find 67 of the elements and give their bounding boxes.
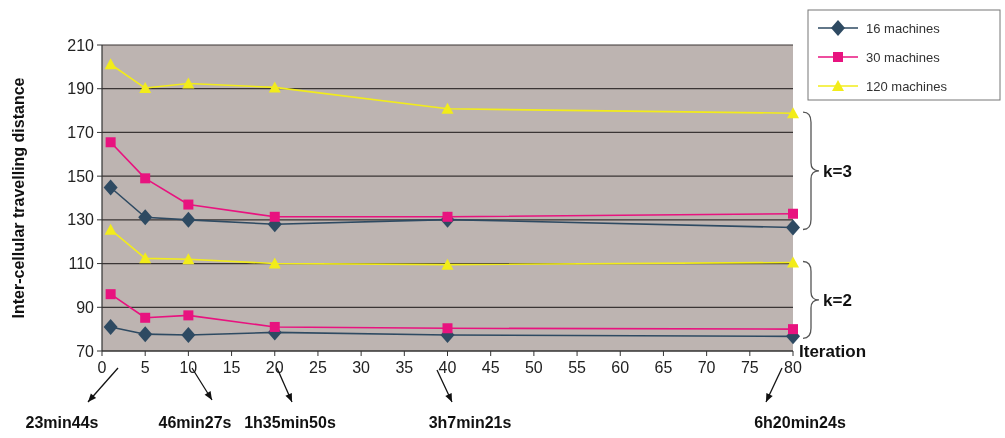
x-tick-label: 80 [784, 359, 802, 376]
point [788, 324, 798, 335]
point [139, 82, 152, 94]
text: 1h35min50s [244, 414, 336, 431]
x-tick-label: 35 [395, 359, 414, 376]
x-tick-label: 70 [697, 359, 716, 376]
point [105, 137, 116, 148]
y-tick-label: 130 [67, 211, 95, 229]
point [183, 199, 194, 210]
legend-label: 16 machines [866, 20, 941, 36]
point [788, 208, 798, 219]
x-axis-title: Iteration [799, 342, 867, 361]
point [268, 257, 281, 269]
point [103, 179, 118, 196]
x-tick-label: 75 [740, 359, 759, 376]
point [103, 318, 118, 335]
legend-label: 30 machines [866, 49, 941, 65]
x-tick-label: 0 [97, 359, 107, 376]
text: 46min27s [158, 414, 232, 431]
point [181, 211, 196, 228]
point [269, 211, 280, 222]
point [182, 77, 195, 89]
x-tick-label: 65 [654, 359, 673, 376]
point [442, 323, 453, 334]
x-tick-label: 40 [438, 359, 457, 376]
x-tick-label: 60 [611, 359, 630, 376]
text: k=3 [823, 161, 852, 181]
y-tick-label: 190 [67, 80, 95, 98]
point [181, 327, 196, 344]
y-tick-label: 170 [67, 124, 95, 142]
y-tick-label: 90 [76, 298, 95, 316]
x-tick-label: 55 [568, 359, 587, 376]
x-tick-label: 10 [179, 359, 198, 376]
x-tick-label: 25 [309, 359, 327, 376]
point [104, 58, 117, 70]
point [139, 252, 152, 264]
legend-label: 120 machines [866, 78, 948, 94]
point [441, 102, 454, 114]
point [182, 253, 195, 265]
point [441, 258, 454, 270]
text: 6h20min24s [754, 414, 846, 431]
y-tick-label: 150 [67, 167, 95, 185]
point [105, 289, 116, 300]
x-tick-label: 20 [265, 359, 284, 376]
text: 3h7min21s [428, 414, 512, 431]
point [140, 173, 151, 184]
y-tick-label: 210 [67, 36, 95, 54]
point [138, 326, 153, 343]
point [138, 209, 153, 226]
x-tick-label: 50 [524, 359, 543, 376]
text: k=2 [823, 290, 852, 310]
x-tick-label: 30 [352, 359, 371, 376]
point [787, 256, 799, 268]
point [786, 219, 800, 236]
x-tick-label: 5 [140, 359, 150, 376]
point [104, 223, 117, 235]
x-tick-label: 45 [481, 359, 500, 376]
point [268, 81, 281, 93]
y-tick-label: 70 [76, 342, 95, 360]
point [183, 310, 194, 321]
point [787, 107, 799, 119]
text: 23min44s [25, 414, 99, 431]
y-axis-title: Inter-cellular travelling distance [10, 77, 27, 319]
y-tick-label: 110 [68, 255, 95, 273]
point [269, 321, 280, 332]
point [140, 312, 151, 323]
x-tick-label: 15 [222, 359, 241, 376]
